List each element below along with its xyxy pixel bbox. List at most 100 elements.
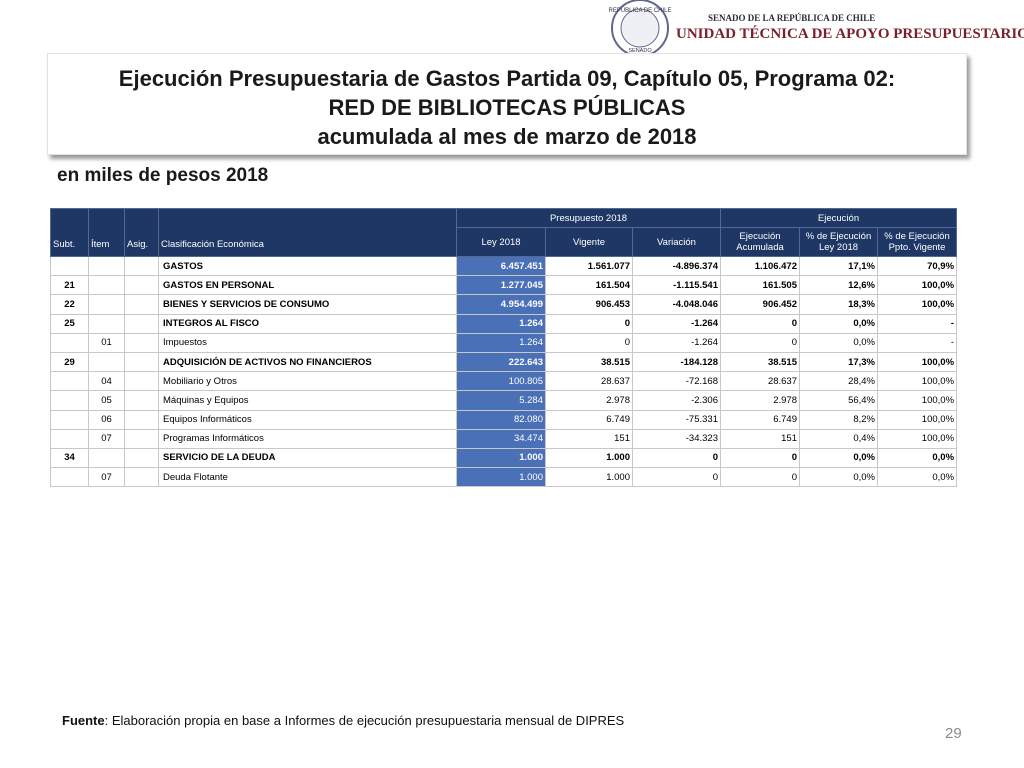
value-cell: 222.643 <box>456 351 546 373</box>
asig-cell <box>124 428 159 449</box>
classification-cell: Mobiliario y Otros <box>158 371 457 392</box>
header-row: Ley 2018 Vigente Variación Ejecución Acumul… <box>51 227 958 257</box>
value-cell: 161.505 <box>720 275 800 296</box>
column-header: Subt. <box>50 208 89 257</box>
column-header: Ítem <box>88 208 125 257</box>
value-cell: -4.896.374 <box>632 255 721 277</box>
value-cell: 8,2% <box>799 409 878 430</box>
logo-line2: UNIDAD TÉCNICA DE APOYO PRESUPUESTARIO <box>676 25 1024 42</box>
table-row: 25 INTEGROS AL FISCO 1.264 0 -1.264 0 0,0% - <box>50 313 958 334</box>
value-cell: 906.452 <box>720 294 800 315</box>
subt-cell <box>50 428 89 449</box>
value-cell: 100,0% <box>876 371 958 392</box>
value-cell: 151 <box>720 428 800 449</box>
asig-cell <box>124 467 159 488</box>
table-row: GASTOS 6.457.451 1.561.077 -4.896.374 1.106.… <box>50 255 958 277</box>
value-cell: 34.474 <box>456 428 546 449</box>
value-cell: 0,0% <box>799 332 878 353</box>
title-line: RED DE BIBLIOTECAS PÚBLICAS <box>328 95 686 120</box>
value-cell: 0,0% <box>876 467 958 488</box>
item-cell <box>88 447 125 469</box>
asig-cell <box>124 390 159 411</box>
item-cell <box>88 275 125 296</box>
table-row: 07 Programas Informáticos 34.474 151 -34.323… <box>50 428 958 449</box>
value-cell: 100,0% <box>876 428 958 449</box>
logo: REPÚBLICA DE CHILE SENADO SENADO DE LA R… <box>608 0 1024 56</box>
seal-inner <box>620 8 660 48</box>
classification-cell: Impuestos <box>158 332 457 353</box>
item-cell: 07 <box>88 428 125 449</box>
value-cell: 0,0% <box>876 447 958 469</box>
logo-line1: SENADO DE LA REPÚBLICA DE CHILE <box>708 13 875 23</box>
footer: Fuente: Elaboración propia en base a Inf… <box>62 713 624 728</box>
subt-cell: 25 <box>50 313 89 334</box>
value-cell: 4.954.499 <box>456 294 546 315</box>
value-cell: 0 <box>632 467 721 488</box>
item-cell: 07 <box>88 467 125 488</box>
classification-cell: Programas Informáticos <box>158 428 457 449</box>
table-row: 01 Impuestos 1.264 0 -1.264 0 0,0% - <box>50 332 958 353</box>
classification-cell: Equipos Informáticos <box>158 409 457 430</box>
value-cell: 100,0% <box>876 294 958 315</box>
value-cell: -4.048.046 <box>632 294 721 315</box>
column-header: Vigente <box>545 227 633 257</box>
value-cell: 1.000 <box>545 467 633 488</box>
value-cell: 0,0% <box>799 447 878 469</box>
seal-top: REPÚBLICA DE CHILE <box>608 7 671 14</box>
subtitle: en miles de pesos 2018 <box>57 165 269 186</box>
value-cell: -34.323 <box>632 428 721 449</box>
value-cell: 0 <box>720 313 800 334</box>
column-header: Clasificación Económica <box>158 208 457 257</box>
column-header: Asig. <box>124 208 159 257</box>
classification-cell: SERVICIO DE LA DEUDA <box>158 447 457 469</box>
value-cell: 2.978 <box>545 390 633 411</box>
title-line: Ejecución Presupuestaria de Gastos Parti… <box>118 66 896 91</box>
value-cell: 151 <box>545 428 633 449</box>
value-cell: 28.637 <box>720 371 800 392</box>
value-cell: 38.515 <box>720 351 800 373</box>
seal-bottom: SENADO <box>628 48 652 54</box>
asig-cell <box>124 294 159 315</box>
group-header: Presupuesto 2018 <box>456 208 721 228</box>
value-cell: 906.453 <box>545 294 633 315</box>
classification-cell: GASTOS <box>158 255 457 277</box>
value-cell: 1.000 <box>456 447 546 469</box>
column-header: % de Ejecución Ppto. Vigente <box>876 227 958 257</box>
classification-cell: INTEGROS AL FISCO <box>158 313 457 334</box>
value-cell: 0 <box>545 313 633 334</box>
classification-cell: GASTOS EN PERSONAL <box>158 275 457 296</box>
value-cell: 1.000 <box>545 447 633 469</box>
value-cell: -184.128 <box>632 351 721 373</box>
item-cell: 06 <box>88 409 125 430</box>
item-cell: 05 <box>88 390 125 411</box>
subt-cell <box>50 467 89 488</box>
table-row: 05 Máquinas y Equipos 5.284 2.978 -2.306 2.97… <box>50 390 958 411</box>
value-cell: 17,3% <box>799 351 878 373</box>
column-header: % de Ejecución Ley 2018 <box>799 227 878 257</box>
value-cell: 0 <box>720 447 800 469</box>
value-cell: 28.637 <box>545 371 633 392</box>
classification-cell: Máquinas y Equipos <box>158 390 457 411</box>
value-cell: 82.080 <box>456 409 546 430</box>
value-cell: 100,0% <box>876 275 958 296</box>
subt-cell <box>50 332 89 353</box>
table-row: 07 Deuda Flotante 1.000 1.000 0 0 0,0% 0,0% <box>50 467 958 488</box>
value-cell: 70,9% <box>876 255 958 277</box>
asig-cell <box>124 371 159 392</box>
value-cell: 2.978 <box>720 390 800 411</box>
value-cell: - <box>876 313 958 334</box>
subt-cell <box>50 390 89 411</box>
item-cell: 01 <box>88 332 125 353</box>
asig-cell <box>124 255 159 277</box>
value-cell: 12,6% <box>799 275 878 296</box>
item-cell <box>88 255 125 277</box>
item-cell: 04 <box>88 371 125 392</box>
value-cell: 38.515 <box>545 351 633 373</box>
title-line: acumulada al mes de marzo de 2018 <box>317 124 697 149</box>
footer-label: Fuente <box>62 713 105 728</box>
value-cell: 0 <box>720 467 800 488</box>
value-cell: 18,3% <box>799 294 878 315</box>
value-cell: 17,1% <box>799 255 878 277</box>
table-row: 34 SERVICIO DE LA DEUDA 1.000 1.000 0 0 0,0% 0,… <box>50 447 958 469</box>
